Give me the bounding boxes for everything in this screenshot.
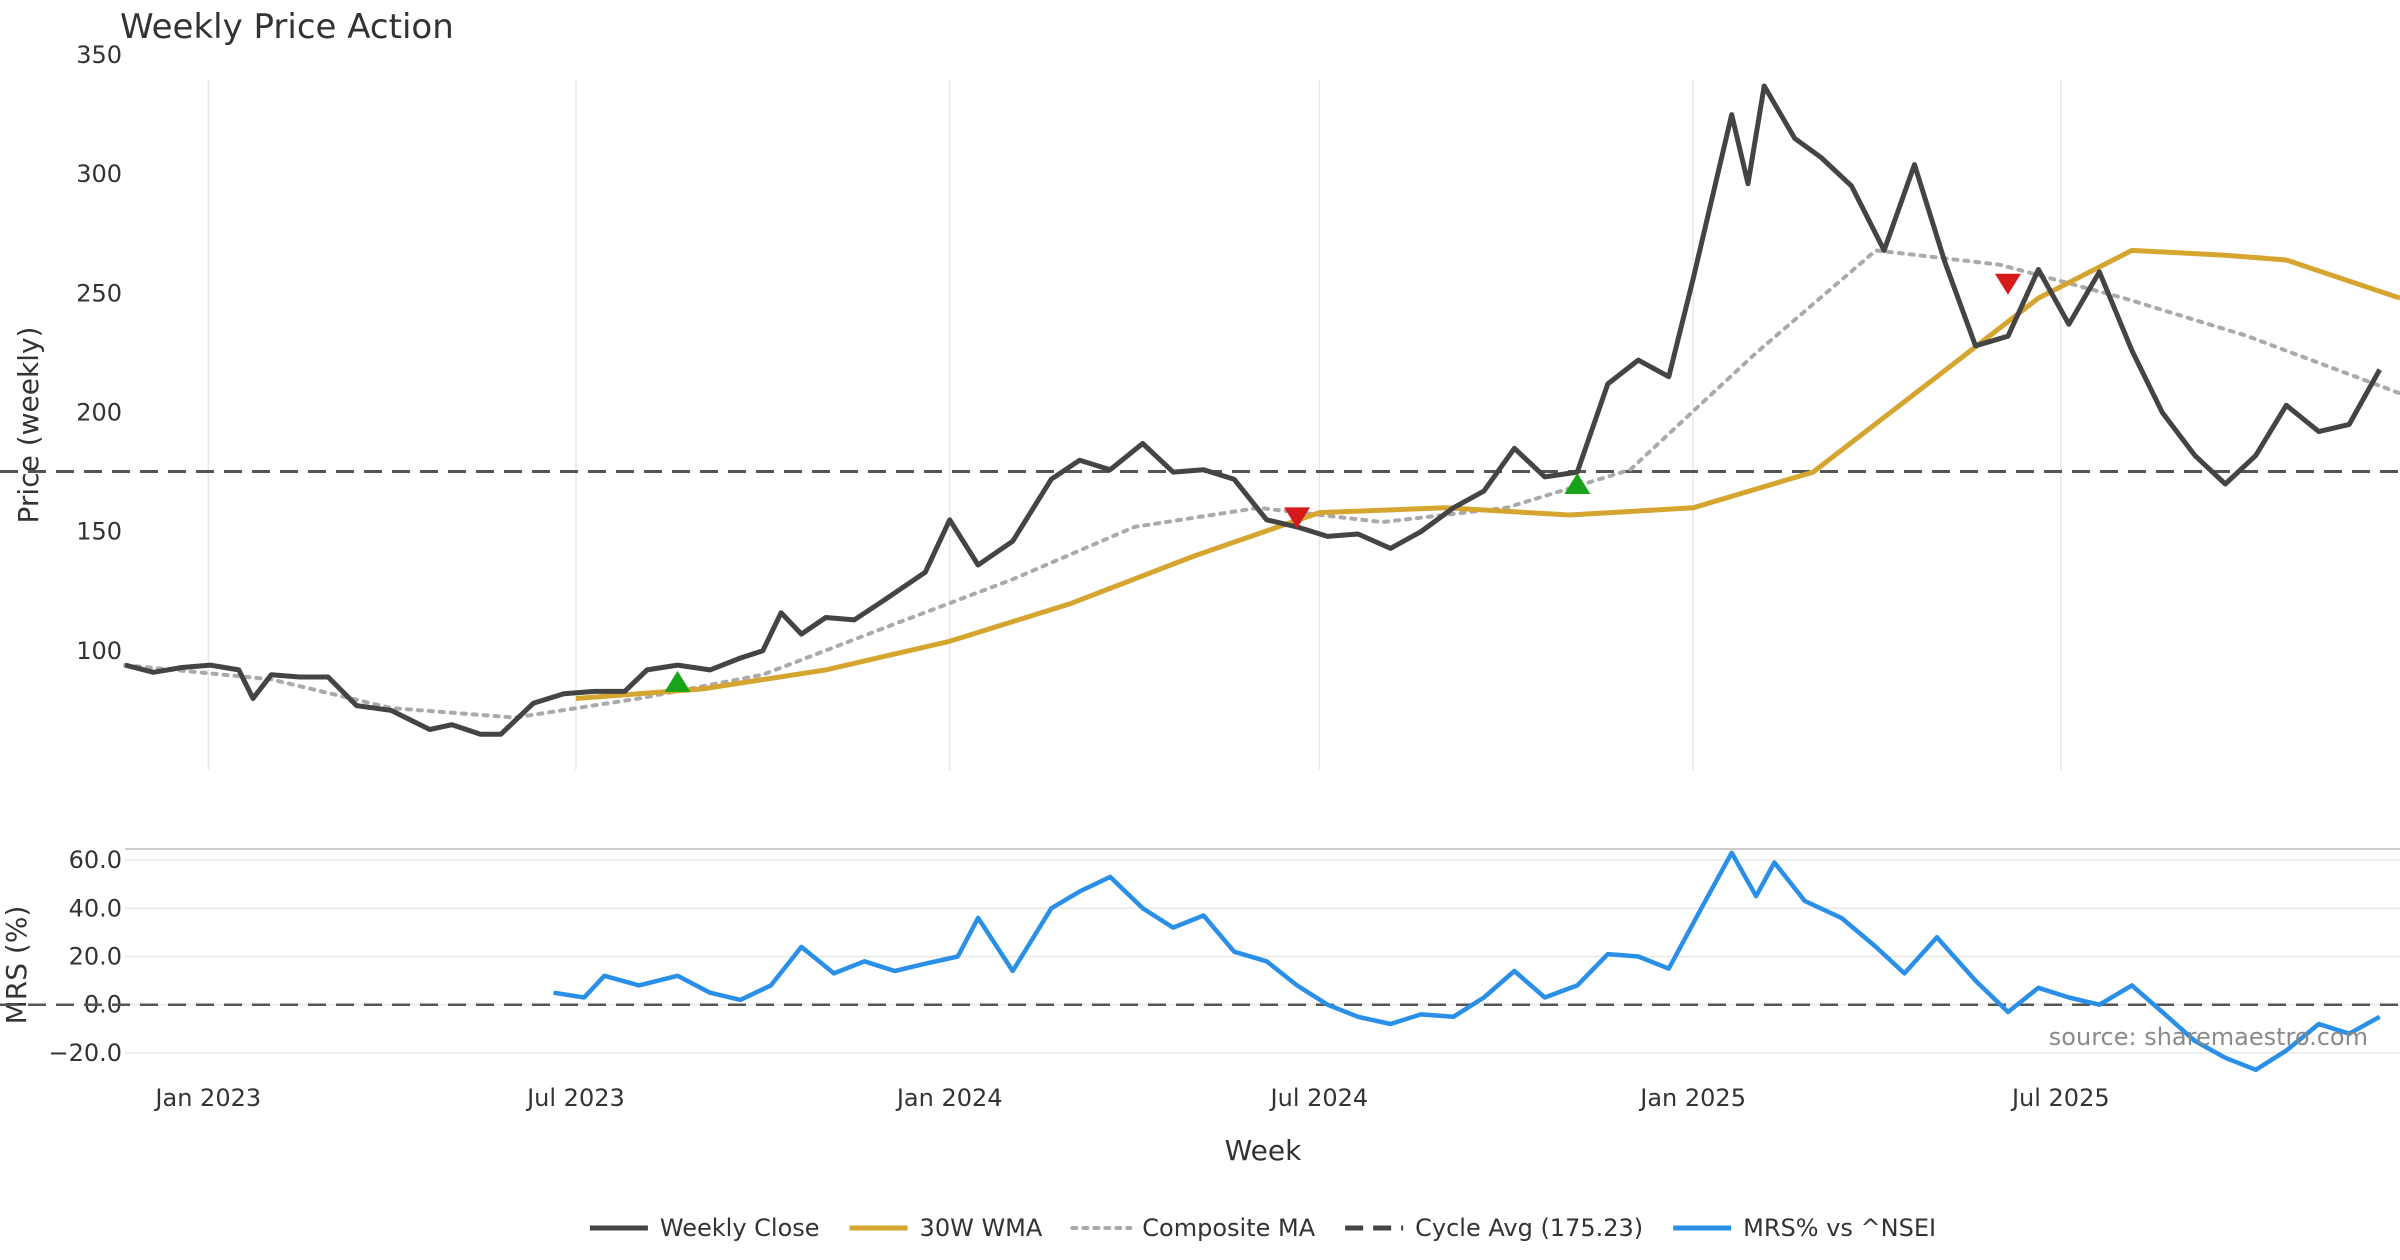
bottom-y-ticks: 60.040.020.00.0−20.0 [48, 846, 122, 1067]
x-tick-label: Jul 2025 [2010, 1084, 2110, 1112]
top-y-tick-label: 250 [76, 279, 122, 307]
bottom-y-tick-label: −20.0 [48, 1039, 122, 1067]
sell-signal-marker [1284, 507, 1311, 529]
legend-entry-label: 30W WMA [920, 1214, 1043, 1242]
top-y-axis-label: Price (weekly) [12, 327, 45, 524]
x-tick-label: Jan 2023 [153, 1084, 261, 1112]
top-y-tick-label: 100 [76, 637, 122, 665]
legend: Weekly Close 30W WMA Composite MA Cycle Avg… [589, 1214, 1936, 1242]
x-axis-label: Week [1225, 1134, 1302, 1167]
top-y-tick-label: 300 [76, 160, 122, 188]
sell-signal-marker [1994, 273, 2021, 295]
x-ticks: Jan 2023 Jul 2023 Jan 2024 Jul 2024 Jan 2025… [153, 1084, 2109, 1112]
price-series [123, 83, 2400, 737]
bottom-y-tick-label: 40.0 [69, 894, 122, 922]
top-y-tick-label: 350 [76, 41, 122, 69]
bottom-y-tick-label: 60.0 [69, 846, 122, 874]
x-tick-label: Jan 2025 [1638, 1084, 1746, 1112]
series-line-30w-wma [575, 247, 2400, 701]
series-line-mrs-vs-nsei [553, 850, 2381, 1073]
top-gridlines [207, 80, 2062, 770]
buy-signal-marker [664, 670, 691, 692]
x-tick-label: Jul 2024 [1269, 1084, 1369, 1112]
top-y-ticks: 100 150 200 250 300 350 [76, 41, 122, 665]
top-y-tick-label: 200 [76, 399, 122, 427]
bottom-y-axis-label: MRS (%) [0, 906, 33, 1025]
source-note: source: sharemaestro.com [2049, 1023, 2368, 1051]
series-line-weekly-close [124, 83, 2382, 737]
legend-entry-label: Weekly Close [660, 1214, 820, 1242]
legend-entry-label: MRS% vs ^NSEI [1743, 1214, 1936, 1242]
buy-signal-marker [1564, 473, 1591, 494]
mrs-series [553, 850, 2381, 1073]
top-y-tick-label: 150 [76, 518, 122, 546]
bottom-y-tick-label: 20.0 [69, 943, 122, 971]
chart-title: Weekly Price Action [120, 7, 454, 47]
legend-entry-label: Composite MA [1142, 1214, 1315, 1242]
x-tick-label: Jul 2023 [525, 1084, 625, 1112]
series-line-composite-ma [123, 248, 2400, 720]
legend-entry-label: Cycle Avg (175.23) [1415, 1214, 1643, 1242]
x-tick-label: Jan 2024 [895, 1084, 1003, 1112]
signal-markers [664, 273, 2021, 692]
